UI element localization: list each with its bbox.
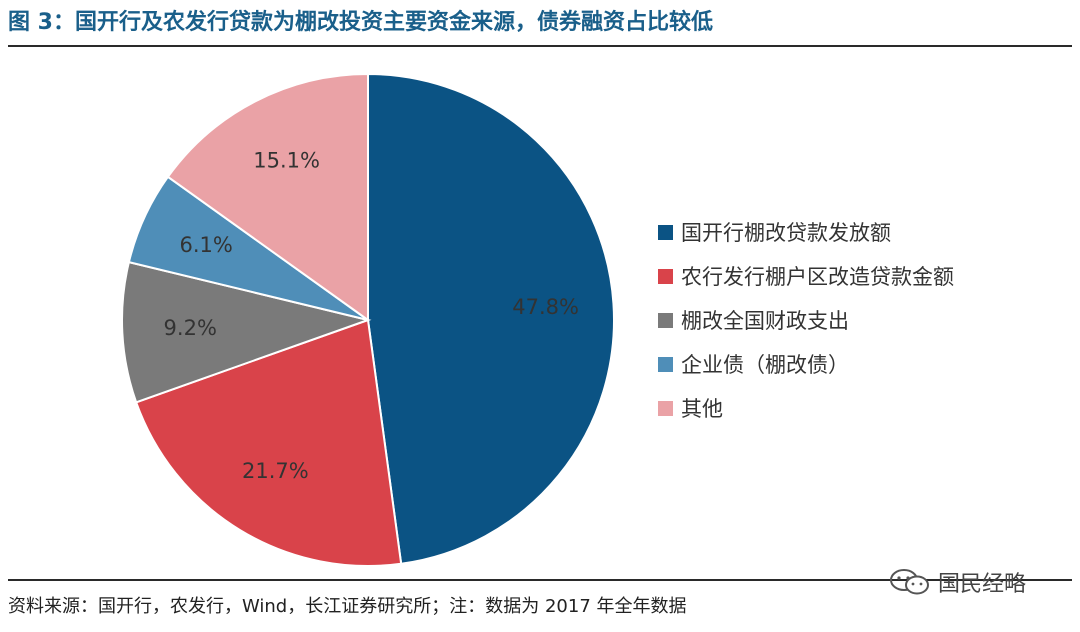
legend-label: 其他 (681, 397, 723, 421)
wechat-icon (890, 569, 929, 595)
legend-item-0: 国开行棚改贷款发放额 (658, 210, 954, 254)
legend-swatch (658, 400, 673, 416)
legend-item-1: 农行发行棚户区改造贷款金额 (658, 254, 954, 298)
pie-slice-0 (367, 72, 615, 565)
pie-slice-2 (121, 260, 372, 404)
legend-item-2: 棚改全国财政支出 (658, 298, 954, 342)
slice-label-3: 6.1% (179, 233, 232, 257)
slice-label-0: 47.8% (512, 295, 579, 319)
legend-label: 企业债（棚改债） (681, 353, 849, 377)
footer-divider (8, 579, 1072, 581)
legend-label: 国开行棚改贷款发放额 (681, 221, 891, 245)
pie-slice-4 (166, 72, 369, 322)
legend-label: 棚改全国财政支出 (681, 309, 849, 333)
legend-item-4: 其他 (658, 386, 954, 430)
chart-legend: 国开行棚改贷款发放额农行发行棚户区改造贷款金额 棚改全国财政支出 企业债（棚改债） 其… (658, 210, 954, 430)
source-note: 资料来源：国开行，农发行，Wind，长江证券研究所；注：数据为 2017 年全年… (8, 596, 687, 617)
watermark: 国民经略 (888, 566, 1026, 598)
legend-swatch (658, 312, 673, 328)
slice-label-2: 9.2% (164, 316, 217, 340)
legend-swatch (658, 268, 673, 284)
slice-label-4: 15.1% (253, 149, 320, 173)
legend-item-3: 企业债（棚改债） (658, 342, 954, 386)
title-divider (8, 45, 1072, 47)
slice-label-1: 21.7% (242, 459, 309, 483)
pie-slice-1 (134, 318, 403, 567)
legend-swatch (658, 224, 673, 240)
legend-label: 农行发行棚户区改造贷款金额 (681, 265, 954, 289)
chart-title: 图 3：国开行及农发行贷款为棚改投资主要资金来源，债券融资占比较低 (8, 10, 713, 35)
watermark-text: 国民经略 (938, 572, 1027, 597)
legend-swatch (658, 356, 673, 372)
